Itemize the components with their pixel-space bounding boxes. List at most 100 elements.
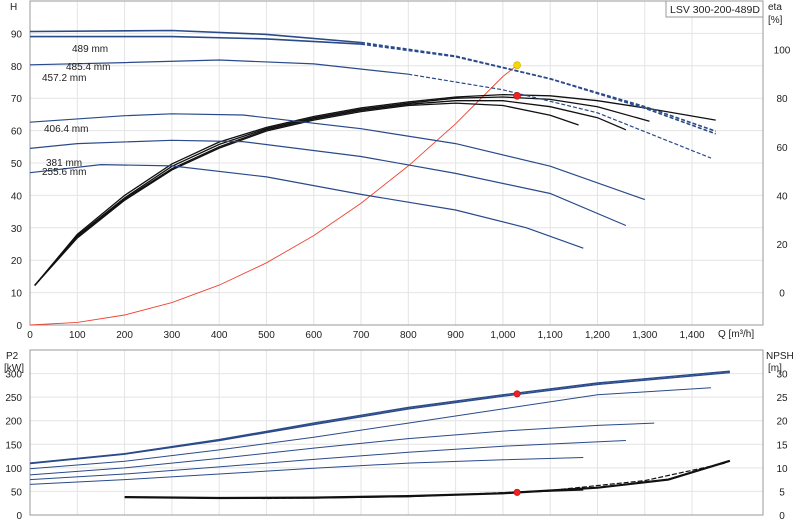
efficiency-curve	[34, 102, 579, 286]
x-tick-label: 800	[400, 330, 417, 341]
x-tick-label: 1,300	[632, 330, 657, 341]
lower-left-tick-label: 300	[5, 370, 22, 381]
power-curve	[29, 371, 730, 465]
power-curve	[29, 440, 626, 481]
head-curve-extended	[360, 43, 716, 135]
npsh-curve	[148, 462, 726, 500]
lower-right-tick-label: 25	[776, 393, 788, 404]
power-curve	[29, 457, 584, 485]
lower-right-axis-label: NPSH	[766, 351, 794, 362]
x-tick-label: 900	[447, 330, 464, 341]
upper-left-tick-label: 80	[11, 62, 23, 73]
upper-left-axis-label: H	[10, 2, 17, 13]
upper-left-tick-label: 70	[11, 94, 23, 105]
head-curve-label: 255.6 mm	[42, 167, 86, 178]
upper-left-tick-label: 50	[11, 159, 23, 170]
upper-left-tick-label: 90	[11, 29, 23, 40]
upper-right-ticks: 0 20 40 60 80 100	[774, 46, 791, 300]
head-curve	[29, 139, 627, 227]
x-tick-label: 0	[27, 330, 33, 341]
npsh-curve	[171, 489, 584, 499]
efficiency-curve	[34, 96, 650, 286]
lower-right-ticks: 0 5 10 15 20 25 30	[776, 370, 788, 520]
power-npsh-panel: P2 [kW] NPSH [m] 0 50 100 150 200 250 300 0 5 10…	[4, 349, 794, 520]
efficiency-curve	[34, 100, 627, 286]
lower-gridlines	[29, 350, 763, 516]
npsh-curves	[124, 459, 731, 500]
head-curve-label: 489 mm	[72, 44, 108, 55]
upper-right-tick-label: 100	[774, 46, 791, 57]
lower-left-axis-label: P2	[6, 351, 19, 362]
lower-left-tick-label: 50	[11, 487, 23, 498]
power-curve	[29, 370, 730, 464]
head-curve	[30, 35, 362, 45]
head-curve-extended	[360, 41, 716, 132]
x-tick-label: 1,400	[680, 330, 705, 341]
lower-right-tick-label: 15	[776, 440, 788, 451]
upper-right-tick-label: 40	[776, 191, 788, 202]
x-tick-label: 500	[258, 330, 275, 341]
duty-point-marker	[513, 61, 521, 69]
head-curves	[29, 29, 716, 249]
lower-left-tick-label: 250	[5, 393, 22, 404]
upper-left-tick-label: 30	[11, 224, 23, 235]
x-tick-label: 200	[116, 330, 133, 341]
upper-right-tick-label: 80	[776, 94, 788, 105]
x-tick-label: 700	[353, 330, 370, 341]
head-curve	[29, 59, 409, 75]
upper-right-axis-unit: [%]	[768, 15, 783, 26]
head-curve-label: 381 mm	[46, 158, 82, 169]
upper-right-axis-label: eta	[768, 2, 782, 13]
power-curve	[29, 422, 655, 476]
lower-right-tick-label: 5	[779, 487, 785, 498]
lower-left-tick-label: 150	[5, 440, 22, 451]
x-tick-label: 1,000	[490, 330, 515, 341]
lower-left-axis-unit: [kW]	[4, 363, 24, 374]
head-curve	[29, 113, 645, 201]
x-tick-label: 400	[211, 330, 228, 341]
upper-right-tick-label: 0	[779, 289, 785, 300]
duty-point-marker	[513, 91, 521, 100]
lower-right-axis-unit: [m]	[768, 363, 782, 374]
head-curve	[29, 163, 584, 249]
upper-left-tick-label: 0	[16, 321, 22, 332]
power-curves	[29, 370, 730, 485]
x-axis-label: Q [m³/h]	[718, 329, 754, 340]
lower-left-tick-label: 0	[16, 511, 22, 520]
lower-right-tick-label: 0	[779, 511, 785, 520]
efficiency-curves	[34, 93, 716, 286]
lower-left-tick-label: 100	[5, 464, 22, 475]
lower-right-tick-label: 20	[776, 417, 788, 428]
upper-left-tick-label: 20	[11, 256, 23, 267]
duty-point-marker	[513, 488, 521, 496]
npsh-curve	[124, 459, 731, 500]
lower-left-ticks: 0 50 100 150 200 250 300	[5, 370, 22, 520]
model-label-box	[665, 0, 764, 18]
head-curve-label: 406.4 mm	[44, 124, 88, 135]
lower-right-tick-label: 10	[776, 464, 788, 475]
upper-right-tick-label: 60	[776, 143, 788, 154]
head-curve-label: 485.4 mm	[66, 62, 110, 73]
lower-duty-points	[513, 390, 521, 496]
head-curve	[29, 29, 362, 44]
system-curve	[29, 64, 518, 326]
head-curve-extended	[408, 73, 712, 159]
lower-plot-frame	[29, 349, 764, 516]
upper-plot-frame	[29, 0, 764, 326]
x-tick-label: 100	[69, 330, 86, 341]
lower-right-tick-label: 30	[776, 370, 788, 381]
x-tick-label: 1,100	[538, 330, 563, 341]
upper-left-ticks: 0 10 20 30 40 50 60 70 80 90	[11, 29, 23, 332]
upper-duty-points	[513, 61, 521, 100]
x-tick-label: 1,200	[585, 330, 610, 341]
model-label: LSV 300-200-489D	[670, 4, 760, 16]
upper-left-tick-label: 10	[11, 289, 23, 300]
system-curve-line	[29, 64, 518, 326]
efficiency-curve	[34, 93, 716, 286]
x-tick-label: 600	[305, 330, 322, 341]
head-efficiency-panel: H eta [%] Q [m³/h] 0 10 20 30 40 50 60 70 80 90 0…	[10, 0, 791, 341]
lower-left-tick-label: 200	[5, 417, 22, 428]
head-curve-label: 457.2 mm	[42, 73, 86, 84]
